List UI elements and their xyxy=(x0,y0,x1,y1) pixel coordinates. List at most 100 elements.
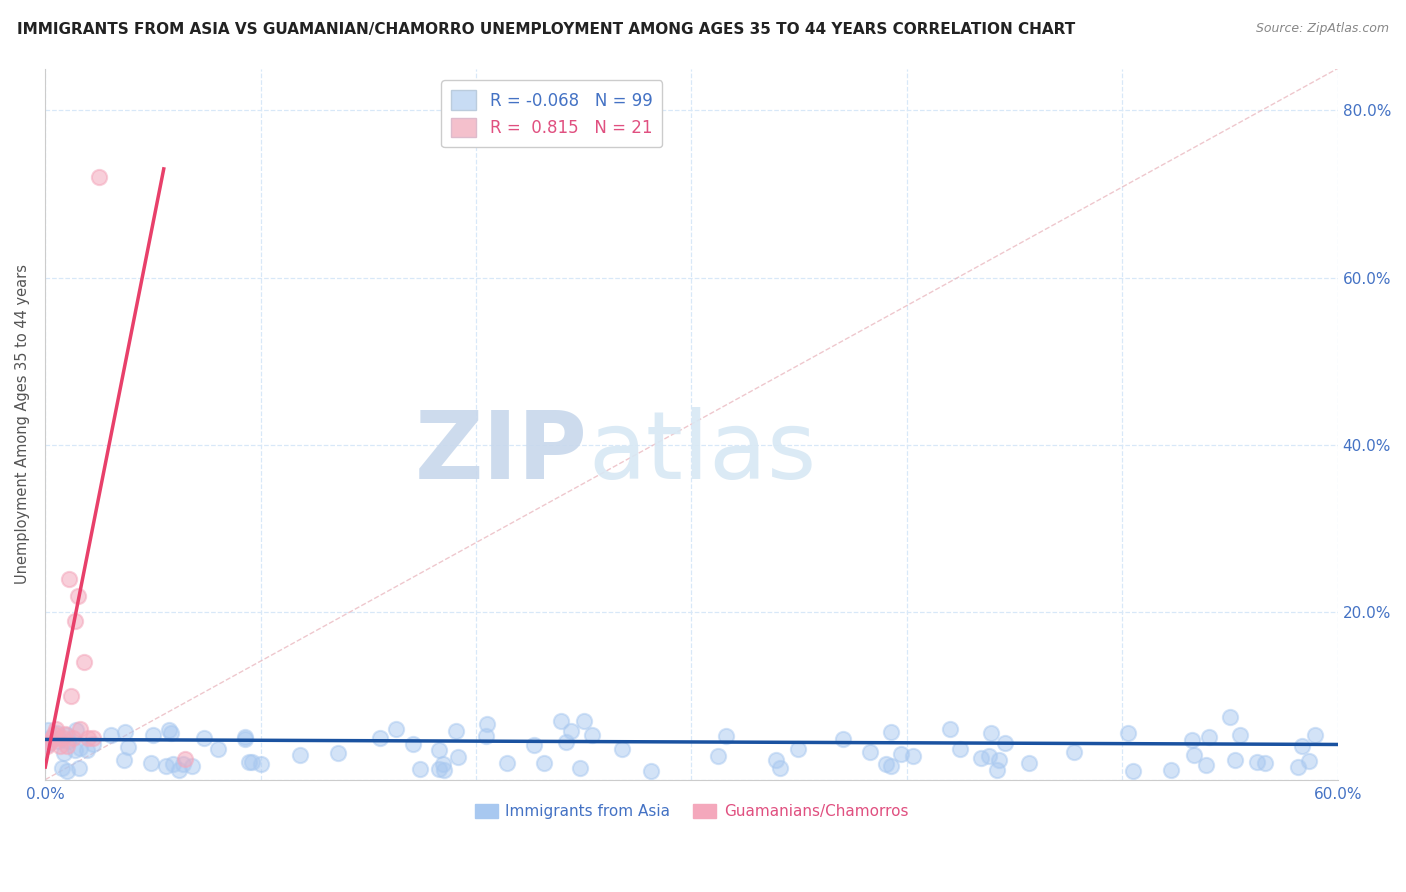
Point xyxy=(1225,753,1247,767)
Point xyxy=(174,752,197,766)
Point xyxy=(159,726,181,740)
Point xyxy=(939,723,962,737)
Point xyxy=(46,733,69,747)
Point xyxy=(714,730,737,744)
Point xyxy=(787,742,810,756)
Point xyxy=(1195,757,1218,772)
Point xyxy=(117,740,139,755)
Point xyxy=(444,723,467,738)
Point xyxy=(82,731,104,745)
Point xyxy=(141,756,163,770)
Point xyxy=(875,756,897,771)
Point xyxy=(368,731,391,745)
Point xyxy=(167,763,190,777)
Point xyxy=(1018,756,1040,771)
Point xyxy=(903,749,925,764)
Point xyxy=(890,747,912,761)
Point xyxy=(987,753,1010,767)
Point xyxy=(429,743,451,757)
Point xyxy=(1229,728,1251,742)
Point xyxy=(832,731,855,746)
Point xyxy=(180,758,202,772)
Point xyxy=(1303,728,1326,742)
Point xyxy=(765,753,787,767)
Point xyxy=(155,759,177,773)
Point xyxy=(1122,764,1144,778)
Point xyxy=(37,723,59,737)
Point xyxy=(1198,730,1220,744)
Point xyxy=(207,742,229,756)
Point xyxy=(1160,763,1182,777)
Point xyxy=(769,761,792,775)
Point xyxy=(233,730,256,744)
Point xyxy=(77,731,100,745)
Point xyxy=(1298,754,1320,768)
Point xyxy=(141,728,163,742)
Text: ZIP: ZIP xyxy=(415,407,588,499)
Point xyxy=(880,759,903,773)
Point xyxy=(62,731,84,745)
Point xyxy=(41,731,63,745)
Point xyxy=(45,723,67,737)
Point xyxy=(58,572,80,586)
Text: Source: ZipAtlas.com: Source: ZipAtlas.com xyxy=(1256,22,1389,36)
Point xyxy=(994,736,1017,750)
Point xyxy=(69,723,91,737)
Point xyxy=(640,764,662,778)
Point xyxy=(409,763,432,777)
Point xyxy=(1291,739,1313,753)
Point xyxy=(89,170,111,185)
Point xyxy=(66,589,89,603)
Point xyxy=(42,726,65,740)
Point xyxy=(475,717,498,731)
Point xyxy=(533,756,555,770)
Point xyxy=(51,761,73,775)
Point xyxy=(1219,710,1241,724)
Y-axis label: Unemployment Among Ages 35 to 44 years: Unemployment Among Ages 35 to 44 years xyxy=(15,264,30,584)
Point xyxy=(63,743,86,757)
Point xyxy=(49,739,72,753)
Point xyxy=(1116,726,1139,740)
Point xyxy=(38,735,60,749)
Point xyxy=(76,743,98,757)
Point xyxy=(38,731,60,746)
Point xyxy=(60,689,83,703)
Point xyxy=(162,757,184,772)
Point xyxy=(250,757,273,772)
Point xyxy=(432,756,454,771)
Point xyxy=(53,726,76,740)
Point xyxy=(82,737,104,751)
Point xyxy=(880,725,903,739)
Point xyxy=(706,748,728,763)
Point xyxy=(560,723,582,738)
Point xyxy=(433,763,456,777)
Point xyxy=(977,749,1000,764)
Text: atlas: atlas xyxy=(588,407,817,499)
Point xyxy=(385,722,408,736)
Point xyxy=(328,746,350,760)
Point xyxy=(610,742,633,756)
Point xyxy=(1182,748,1205,763)
Point xyxy=(1254,756,1277,770)
Point xyxy=(1246,755,1268,769)
Point xyxy=(1063,745,1085,759)
Point xyxy=(986,763,1008,777)
Point xyxy=(233,731,256,746)
Point xyxy=(568,761,591,775)
Text: IMMIGRANTS FROM ASIA VS GUAMANIAN/CHAMORRO UNEMPLOYMENT AMONG AGES 35 TO 44 YEAR: IMMIGRANTS FROM ASIA VS GUAMANIAN/CHAMOR… xyxy=(17,22,1076,37)
Point xyxy=(550,714,572,729)
Point xyxy=(157,723,180,738)
Point xyxy=(496,756,519,770)
Point xyxy=(37,737,59,751)
Point xyxy=(69,741,91,756)
Point xyxy=(56,728,79,742)
Point xyxy=(73,656,96,670)
Point xyxy=(475,729,498,743)
Point xyxy=(427,762,450,776)
Point xyxy=(67,761,90,775)
Point xyxy=(581,728,603,742)
Point xyxy=(45,726,67,740)
Point xyxy=(238,755,260,769)
Point xyxy=(447,750,470,764)
Legend: Immigrants from Asia, Guamanians/Chamorros: Immigrants from Asia, Guamanians/Chamorr… xyxy=(468,798,914,825)
